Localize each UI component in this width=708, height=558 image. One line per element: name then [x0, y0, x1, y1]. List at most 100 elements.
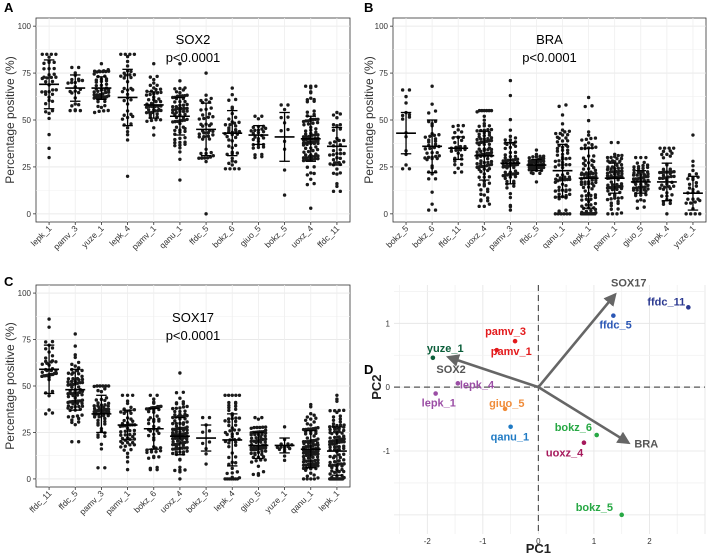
data-point [484, 151, 489, 156]
data-point [314, 431, 318, 436]
data-point [309, 96, 313, 100]
data-point [314, 130, 318, 134]
data-point [301, 477, 306, 481]
x-tick-label: uoxz_4 [158, 488, 185, 515]
data-point [97, 109, 101, 114]
data-point [315, 441, 320, 445]
data-point [644, 155, 648, 160]
data-point [694, 172, 699, 176]
data-point [157, 107, 161, 112]
data-point [128, 428, 132, 433]
data-point [309, 90, 313, 94]
data-point [202, 135, 206, 139]
data-point [233, 115, 238, 120]
data-point [338, 112, 343, 116]
data-point [279, 103, 283, 107]
data-point [590, 187, 594, 191]
data-point [101, 414, 106, 418]
data-point [251, 472, 256, 477]
data-point [593, 193, 598, 197]
data-point [200, 156, 204, 160]
y-axis-label: Percentage positive (%) [3, 322, 17, 449]
data-point [619, 162, 624, 167]
data-point [557, 185, 561, 189]
data-point [312, 171, 316, 176]
data-point [337, 408, 341, 413]
data-point [227, 144, 231, 148]
data-point [479, 198, 483, 202]
data-point [146, 409, 151, 414]
data-point [661, 167, 666, 172]
data-point [47, 132, 51, 137]
data-point [207, 137, 212, 141]
data-point [43, 102, 48, 106]
data-point [249, 451, 253, 456]
data-point [456, 166, 460, 170]
data-point [620, 169, 624, 173]
data-point [400, 113, 405, 118]
pca-point-label: lepk_1 [422, 398, 456, 410]
data-point [260, 415, 264, 420]
data-point [132, 52, 137, 57]
data-point [148, 416, 153, 420]
data-point [173, 100, 177, 104]
data-point [253, 415, 257, 420]
data-point [658, 146, 662, 150]
data-point [230, 163, 234, 167]
data-point [171, 108, 175, 112]
data-point [313, 117, 318, 122]
data-point [104, 77, 109, 81]
data-point [252, 439, 256, 443]
data-point [512, 165, 516, 170]
y-tick-label: 0 [27, 475, 32, 484]
data-point [263, 449, 268, 453]
data-point [225, 471, 229, 476]
data-point [152, 397, 156, 401]
data-point [610, 212, 615, 216]
data-point [632, 171, 636, 175]
data-point [174, 125, 179, 129]
data-point [155, 414, 159, 418]
data-point [253, 153, 257, 157]
data-point [316, 452, 320, 456]
data-point [583, 143, 587, 147]
data-point [560, 139, 565, 143]
data-point [335, 110, 339, 115]
data-point [173, 143, 177, 148]
data-point [541, 154, 546, 158]
data-point [52, 60, 56, 65]
data-point [686, 197, 690, 201]
data-point [54, 360, 58, 364]
data-point [66, 404, 71, 408]
data-point [557, 159, 561, 163]
data-point [148, 92, 152, 97]
data-point [568, 162, 572, 167]
data-point [185, 106, 189, 111]
data-point [330, 463, 335, 468]
data-point [132, 408, 137, 412]
data-point [146, 108, 151, 112]
data-point [594, 174, 598, 179]
data-point [668, 154, 672, 158]
data-point [275, 445, 280, 450]
dot-series-uoxz_4 [171, 371, 189, 481]
data-point [586, 118, 591, 123]
data-point [567, 129, 572, 133]
pca-point-uoxz_4 [581, 440, 587, 446]
data-point [586, 130, 591, 134]
data-point [73, 364, 77, 368]
data-point [487, 124, 492, 128]
pca-point-pamv_3 [512, 338, 518, 344]
pca-point-bokz_6 [594, 432, 600, 438]
data-point [233, 135, 238, 140]
data-point [103, 419, 107, 424]
pca-point-label: pamv_1 [491, 346, 532, 358]
data-point [173, 409, 177, 414]
data-point [609, 174, 613, 178]
data-point [96, 388, 100, 393]
data-point [560, 122, 565, 126]
data-point [605, 174, 610, 178]
data-point [592, 165, 596, 170]
data-point [475, 137, 479, 142]
data-point [40, 52, 44, 57]
